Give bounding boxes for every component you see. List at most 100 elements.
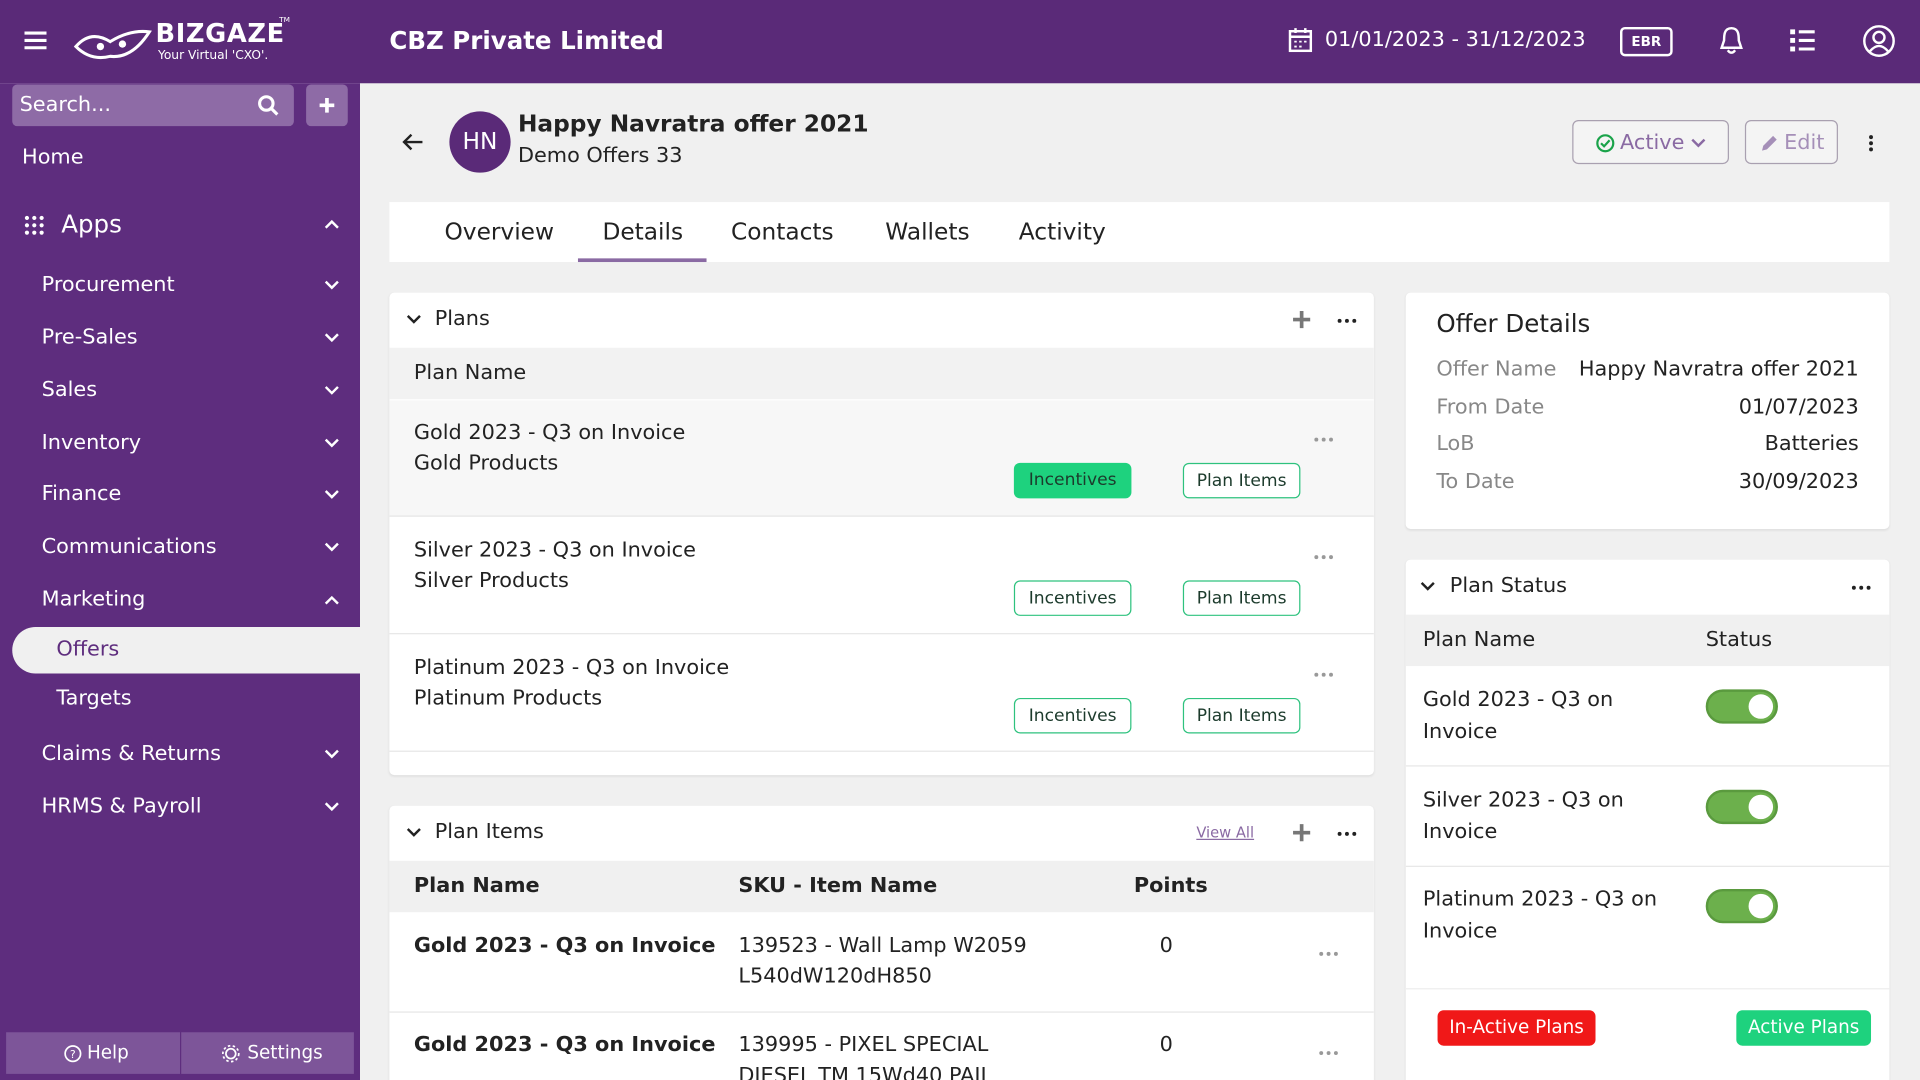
chevron xyxy=(324,490,339,499)
notifications-button[interactable] xyxy=(1719,26,1743,55)
status-toggle[interactable] xyxy=(1705,888,1778,924)
search-box[interactable]: Search... xyxy=(12,84,294,127)
status-toggle[interactable] xyxy=(1705,689,1778,724)
logo-mark xyxy=(73,29,152,60)
tab-bar: Overview Details Contacts Wallets Activity xyxy=(389,202,1890,263)
more-button[interactable] xyxy=(1314,672,1334,677)
date-range[interactable]: 01/01/2023 - 31/12/2023 xyxy=(1324,27,1586,53)
item-row: Gold 2023 - Q3 on Invoice 139995 - PIXEL … xyxy=(389,1013,1373,1080)
field-value: Happy Navratra offer 2021 xyxy=(1578,356,1859,382)
button-label: Plan Items xyxy=(1196,471,1287,492)
menu-item[interactable]: Claims & Returns xyxy=(41,741,222,766)
sidebar: Search... Home Apps Procurement Pre-Sales Sal… xyxy=(0,83,360,1080)
avatar-initials: HN xyxy=(462,127,498,155)
check-icon xyxy=(1596,134,1615,153)
plan-items-button[interactable]: Plan Items xyxy=(1182,697,1301,734)
button-label: Incentives xyxy=(1028,588,1117,609)
add-button[interactable] xyxy=(1292,823,1312,843)
menu-section[interactable]: Apps xyxy=(61,209,122,239)
plan-name: Invoice xyxy=(1422,819,1498,844)
status-dropdown[interactable]: Active xyxy=(1572,120,1729,165)
plan-name: Silver 2023 - Q3 on xyxy=(1422,787,1624,812)
branch-badge[interactable]: EBR xyxy=(1620,26,1673,57)
chevron xyxy=(324,595,339,605)
menu-item[interactable]: Sales xyxy=(41,377,98,403)
plan-name: Gold 2023 - Q3 on Invoice xyxy=(413,420,686,446)
menu-item[interactable]: Inventory xyxy=(41,430,142,455)
submenu-item[interactable]: Offers xyxy=(56,637,120,662)
menu-item[interactable]: Marketing xyxy=(41,587,146,612)
plan-items-button[interactable]: Plan Items xyxy=(1182,580,1301,616)
plan-name: Gold 2023 - Q3 on xyxy=(1422,687,1614,713)
incentives-button[interactable]: Incentives xyxy=(1013,580,1132,616)
plus-icon xyxy=(319,97,335,113)
menu-item[interactable]: Procurement xyxy=(41,272,175,297)
chevron xyxy=(406,828,421,837)
menu-item[interactable]: HRMS & Payroll xyxy=(41,794,202,819)
plan-name: Invoice xyxy=(1422,719,1498,744)
field-label: To Date xyxy=(1436,469,1515,495)
menu-item[interactable]: Finance xyxy=(41,481,122,507)
chevron xyxy=(324,219,339,229)
edit-button[interactable]: Edit xyxy=(1744,120,1838,165)
view-all-link[interactable]: View All xyxy=(1196,824,1255,842)
inactive-plans-button[interactable]: In-Active Plans xyxy=(1437,1010,1596,1046)
card: Offer Details Offer Name Happy Navratra of… xyxy=(1405,292,1890,529)
chevron xyxy=(1420,581,1435,591)
sku-name: L540dW120dH850 xyxy=(738,964,932,989)
active-plans-button[interactable]: Active Plans xyxy=(1736,1010,1872,1046)
plan-name: Silver 2023 - Q3 on Invoice xyxy=(413,538,696,563)
column-header: Plan Name xyxy=(1422,627,1536,653)
tab[interactable]: Overview xyxy=(444,218,555,246)
incentives-button[interactable]: Incentives xyxy=(1013,462,1132,499)
more-button[interactable] xyxy=(1314,555,1334,560)
plan-row: Platinum 2023 - Q3 on Invoice Platinum Pr… xyxy=(389,635,1374,752)
column-header: SKU - Item Name xyxy=(738,873,938,899)
add-button[interactable] xyxy=(1292,310,1312,330)
more-button[interactable] xyxy=(1851,585,1871,590)
submenu-item[interactable]: Targets xyxy=(56,686,132,711)
more-button[interactable] xyxy=(1337,318,1357,323)
tab[interactable]: Details xyxy=(602,218,684,246)
chevron xyxy=(324,438,339,448)
tasks-button[interactable] xyxy=(1789,28,1816,52)
field-value: 01/07/2023 xyxy=(1738,394,1859,420)
tab[interactable]: Wallets xyxy=(885,218,970,246)
button-label: Plan Items xyxy=(1196,588,1287,609)
calendar-icon xyxy=(1288,28,1313,53)
column-header: Points xyxy=(1133,873,1208,899)
quick-add-button[interactable] xyxy=(306,84,348,127)
more-actions-button[interactable] xyxy=(1869,135,1874,152)
help-label: Help xyxy=(86,1041,129,1064)
status-toggle[interactable] xyxy=(1705,789,1778,824)
button-label: Incentives xyxy=(1028,470,1117,490)
card-title: Plans xyxy=(434,306,490,332)
menu-item[interactable]: Pre-Sales xyxy=(41,325,138,350)
plan-name: Gold 2023 - Q3 on Invoice xyxy=(413,1032,716,1058)
menu-item[interactable]: Home xyxy=(22,145,84,170)
menu-button[interactable] xyxy=(24,31,47,51)
record-title: Happy Navratra offer 2021 xyxy=(517,110,869,138)
more-button[interactable] xyxy=(1337,831,1357,836)
tab[interactable]: Contacts xyxy=(731,218,834,246)
incentives-button[interactable]: Incentives xyxy=(1013,697,1132,734)
more-button[interactable] xyxy=(1319,1051,1339,1056)
profile-button[interactable] xyxy=(1862,24,1895,57)
help-icon: ? xyxy=(64,1045,82,1063)
plan-products: Platinum Products xyxy=(413,686,603,711)
chevron xyxy=(324,749,339,759)
more-button[interactable] xyxy=(1319,951,1339,956)
plan-items-button[interactable]: Plan Items xyxy=(1182,462,1301,499)
sku-name: DIESEL TM 15Wd40 PAIL xyxy=(738,1063,993,1080)
more-button[interactable] xyxy=(1314,437,1334,442)
settings-button[interactable]: Settings xyxy=(181,1032,354,1074)
help-button[interactable]: ? Help xyxy=(6,1032,180,1074)
menu-item[interactable]: Communications xyxy=(41,534,217,559)
toggle-knob xyxy=(1748,893,1774,919)
tab[interactable]: Activity xyxy=(1018,218,1106,246)
back-button[interactable] xyxy=(402,132,424,152)
card: Plan Items View All Plan Name SKU - Item Na… xyxy=(389,805,1374,1080)
field-label: LoB xyxy=(1436,432,1475,457)
card-title: Plan Status xyxy=(1449,573,1568,599)
